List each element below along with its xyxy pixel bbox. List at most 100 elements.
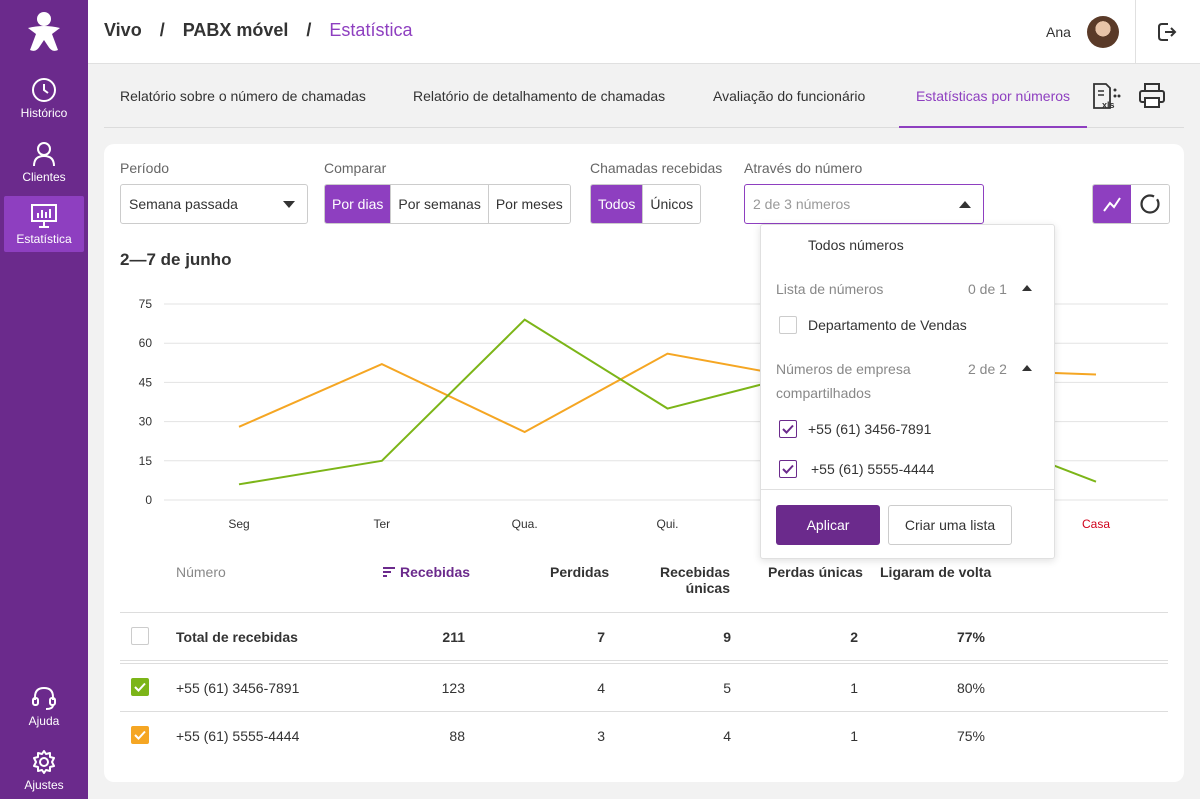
- dropdown-option-label[interactable]: +55 (61) 3456-7891: [808, 421, 932, 437]
- row-recebidas: 88: [449, 728, 465, 744]
- chamadas-segmented: Todos Únicos: [590, 184, 702, 224]
- report-tabs: Relatório sobre o número de chamadas Rel…: [104, 64, 1184, 128]
- tab-estatisticas-numeros[interactable]: Estatísticas por números: [899, 64, 1087, 128]
- donut-chart-icon: [1140, 194, 1160, 214]
- logout-icon[interactable]: [1154, 20, 1178, 44]
- dropdown-checkbox[interactable]: [779, 460, 797, 478]
- chart-type-toggle: [1092, 184, 1170, 224]
- breadcrumb-separator: /: [306, 20, 312, 40]
- dropdown-option-label[interactable]: +55 (61) 5555-4444: [811, 461, 935, 477]
- numero-dropdown: Todos números Lista de números 0 de 1 De…: [760, 224, 1055, 559]
- sidebar-item-historico[interactable]: Histórico: [4, 70, 84, 126]
- col-header-numero[interactable]: Número: [176, 564, 226, 580]
- total-ligaram: 77%: [956, 629, 985, 645]
- sidebar-item-ajuda[interactable]: Ajuda: [4, 678, 84, 734]
- breadcrumb-pabx[interactable]: PABX móvel: [182, 20, 289, 40]
- periodo-select[interactable]: Semana passada: [120, 184, 308, 224]
- sidebar-item-estatistica[interactable]: Estatística: [4, 196, 84, 252]
- row-recebidas-unicas: 4: [723, 728, 731, 744]
- row-recebidas: 123: [441, 680, 465, 696]
- col-header-perdidas[interactable]: Perdidas: [550, 564, 610, 580]
- chart-board-icon: [30, 202, 58, 230]
- row-perdas-unicas: 1: [850, 728, 858, 744]
- comparar-por-dias[interactable]: Por dias: [325, 185, 391, 223]
- table-divider: [120, 612, 1168, 613]
- check-icon: [134, 682, 146, 692]
- y-tick-label: 75: [139, 297, 153, 311]
- collapse-caret-icon[interactable]: [1022, 285, 1032, 291]
- y-tick-label: 15: [139, 454, 153, 468]
- check-icon: [134, 730, 146, 740]
- collapse-caret-icon[interactable]: [1022, 365, 1032, 371]
- check-icon: [782, 424, 794, 434]
- sidebar-item-label: Histórico: [20, 106, 68, 120]
- sidebar-item-label: Ajuda: [28, 714, 60, 728]
- print-icon[interactable]: [1136, 82, 1168, 110]
- numero-label: Através do número: [744, 160, 863, 176]
- line-chart-button[interactable]: [1093, 185, 1131, 223]
- col-header-perdas-unicas[interactable]: Perdas únicas: [768, 564, 863, 580]
- x-tick-label: Qua.: [512, 517, 538, 531]
- chevron-up-icon: [959, 201, 971, 208]
- gear-icon: [30, 748, 58, 776]
- table-divider: [120, 711, 1168, 712]
- comparar-segmented: Por dias Por semanas Por meses: [324, 184, 571, 224]
- x-tick-label: Qui.: [656, 517, 678, 531]
- breadcrumb: Vivo / PABX móvel / Estatística: [104, 20, 412, 41]
- comparar-por-semanas[interactable]: Por semanas: [390, 185, 488, 223]
- numero-select[interactable]: 2 de 3 números: [744, 184, 984, 224]
- tab-avaliacao[interactable]: Avaliação do funcionário: [713, 88, 866, 104]
- col-header-ligaram[interactable]: Ligaram de volta: [880, 564, 992, 580]
- breadcrumb-current: Estatística: [329, 20, 413, 40]
- col-header-recebidas[interactable]: Recebidas: [382, 564, 470, 580]
- x-tick-label: Seg: [228, 517, 249, 531]
- comparar-label: Comparar: [324, 160, 387, 176]
- create-list-button[interactable]: Criar uma lista: [888, 505, 1012, 545]
- comparar-por-meses[interactable]: Por meses: [487, 185, 570, 223]
- dropdown-checkbox[interactable]: [779, 420, 797, 438]
- top-header: Vivo / PABX móvel / Estatística Ana: [88, 0, 1200, 64]
- y-tick-label: 45: [139, 375, 153, 389]
- row-numero: +55 (61) 3456-7891: [176, 680, 300, 696]
- table-divider: [120, 663, 1168, 664]
- breadcrumb-vivo[interactable]: Vivo: [104, 20, 142, 40]
- user-name: Ana: [1046, 24, 1071, 40]
- row-checkbox[interactable]: [131, 678, 149, 696]
- col-header-recebidas-unicas[interactable]: Recebidas únicas: [660, 564, 731, 596]
- dropdown-checkbox[interactable]: [779, 316, 797, 334]
- header-divider: [1135, 0, 1136, 64]
- total-perdas-unicas: 2: [850, 629, 858, 645]
- dropdown-todos-numeros[interactable]: Todos números: [808, 237, 904, 253]
- check-icon: [782, 464, 794, 474]
- select-all-checkbox[interactable]: [131, 627, 149, 645]
- breadcrumb-separator: /: [159, 20, 165, 40]
- row-perdas-unicas: 1: [850, 680, 858, 696]
- row-checkbox[interactable]: [131, 726, 149, 744]
- export-xls-icon[interactable]: xls: [1090, 82, 1122, 110]
- sidebar-item-clientes[interactable]: Clientes: [4, 134, 84, 190]
- y-tick-label: 0: [145, 493, 152, 507]
- headset-icon: [30, 684, 58, 712]
- chamadas-unicos[interactable]: Únicos: [642, 185, 701, 223]
- donut-chart-button[interactable]: [1131, 185, 1169, 223]
- row-recebidas-unicas: 5: [723, 680, 731, 696]
- dropdown-group-label: Números de empresa compartilhados: [776, 361, 911, 401]
- y-tick-label: 30: [139, 415, 153, 429]
- chevron-down-icon: [283, 201, 295, 208]
- clock-icon: [30, 76, 58, 104]
- total-recebidas: 211: [442, 629, 465, 645]
- apply-button[interactable]: Aplicar: [776, 505, 880, 545]
- line-chart-icon: [1103, 197, 1121, 212]
- periodo-value: Semana passada: [129, 196, 238, 212]
- avatar[interactable]: [1087, 16, 1119, 48]
- chamadas-todos[interactable]: Todos: [591, 185, 643, 223]
- row-perdidas: 4: [597, 680, 605, 696]
- dropdown-option-label[interactable]: Departamento de Vendas: [808, 317, 967, 333]
- tab-detalhamento[interactable]: Relatório de detalhamento de chamadas: [413, 88, 666, 104]
- svg-text:xls: xls: [1102, 100, 1115, 110]
- total-perdidas: 7: [597, 629, 605, 645]
- sidebar-item-ajustes[interactable]: Ajustes: [4, 742, 84, 798]
- row-numero: +55 (61) 5555-4444: [176, 728, 300, 744]
- tab-numero-chamadas[interactable]: Relatório sobre o número de chamadas: [120, 88, 366, 104]
- vivo-logo-icon[interactable]: [24, 10, 64, 54]
